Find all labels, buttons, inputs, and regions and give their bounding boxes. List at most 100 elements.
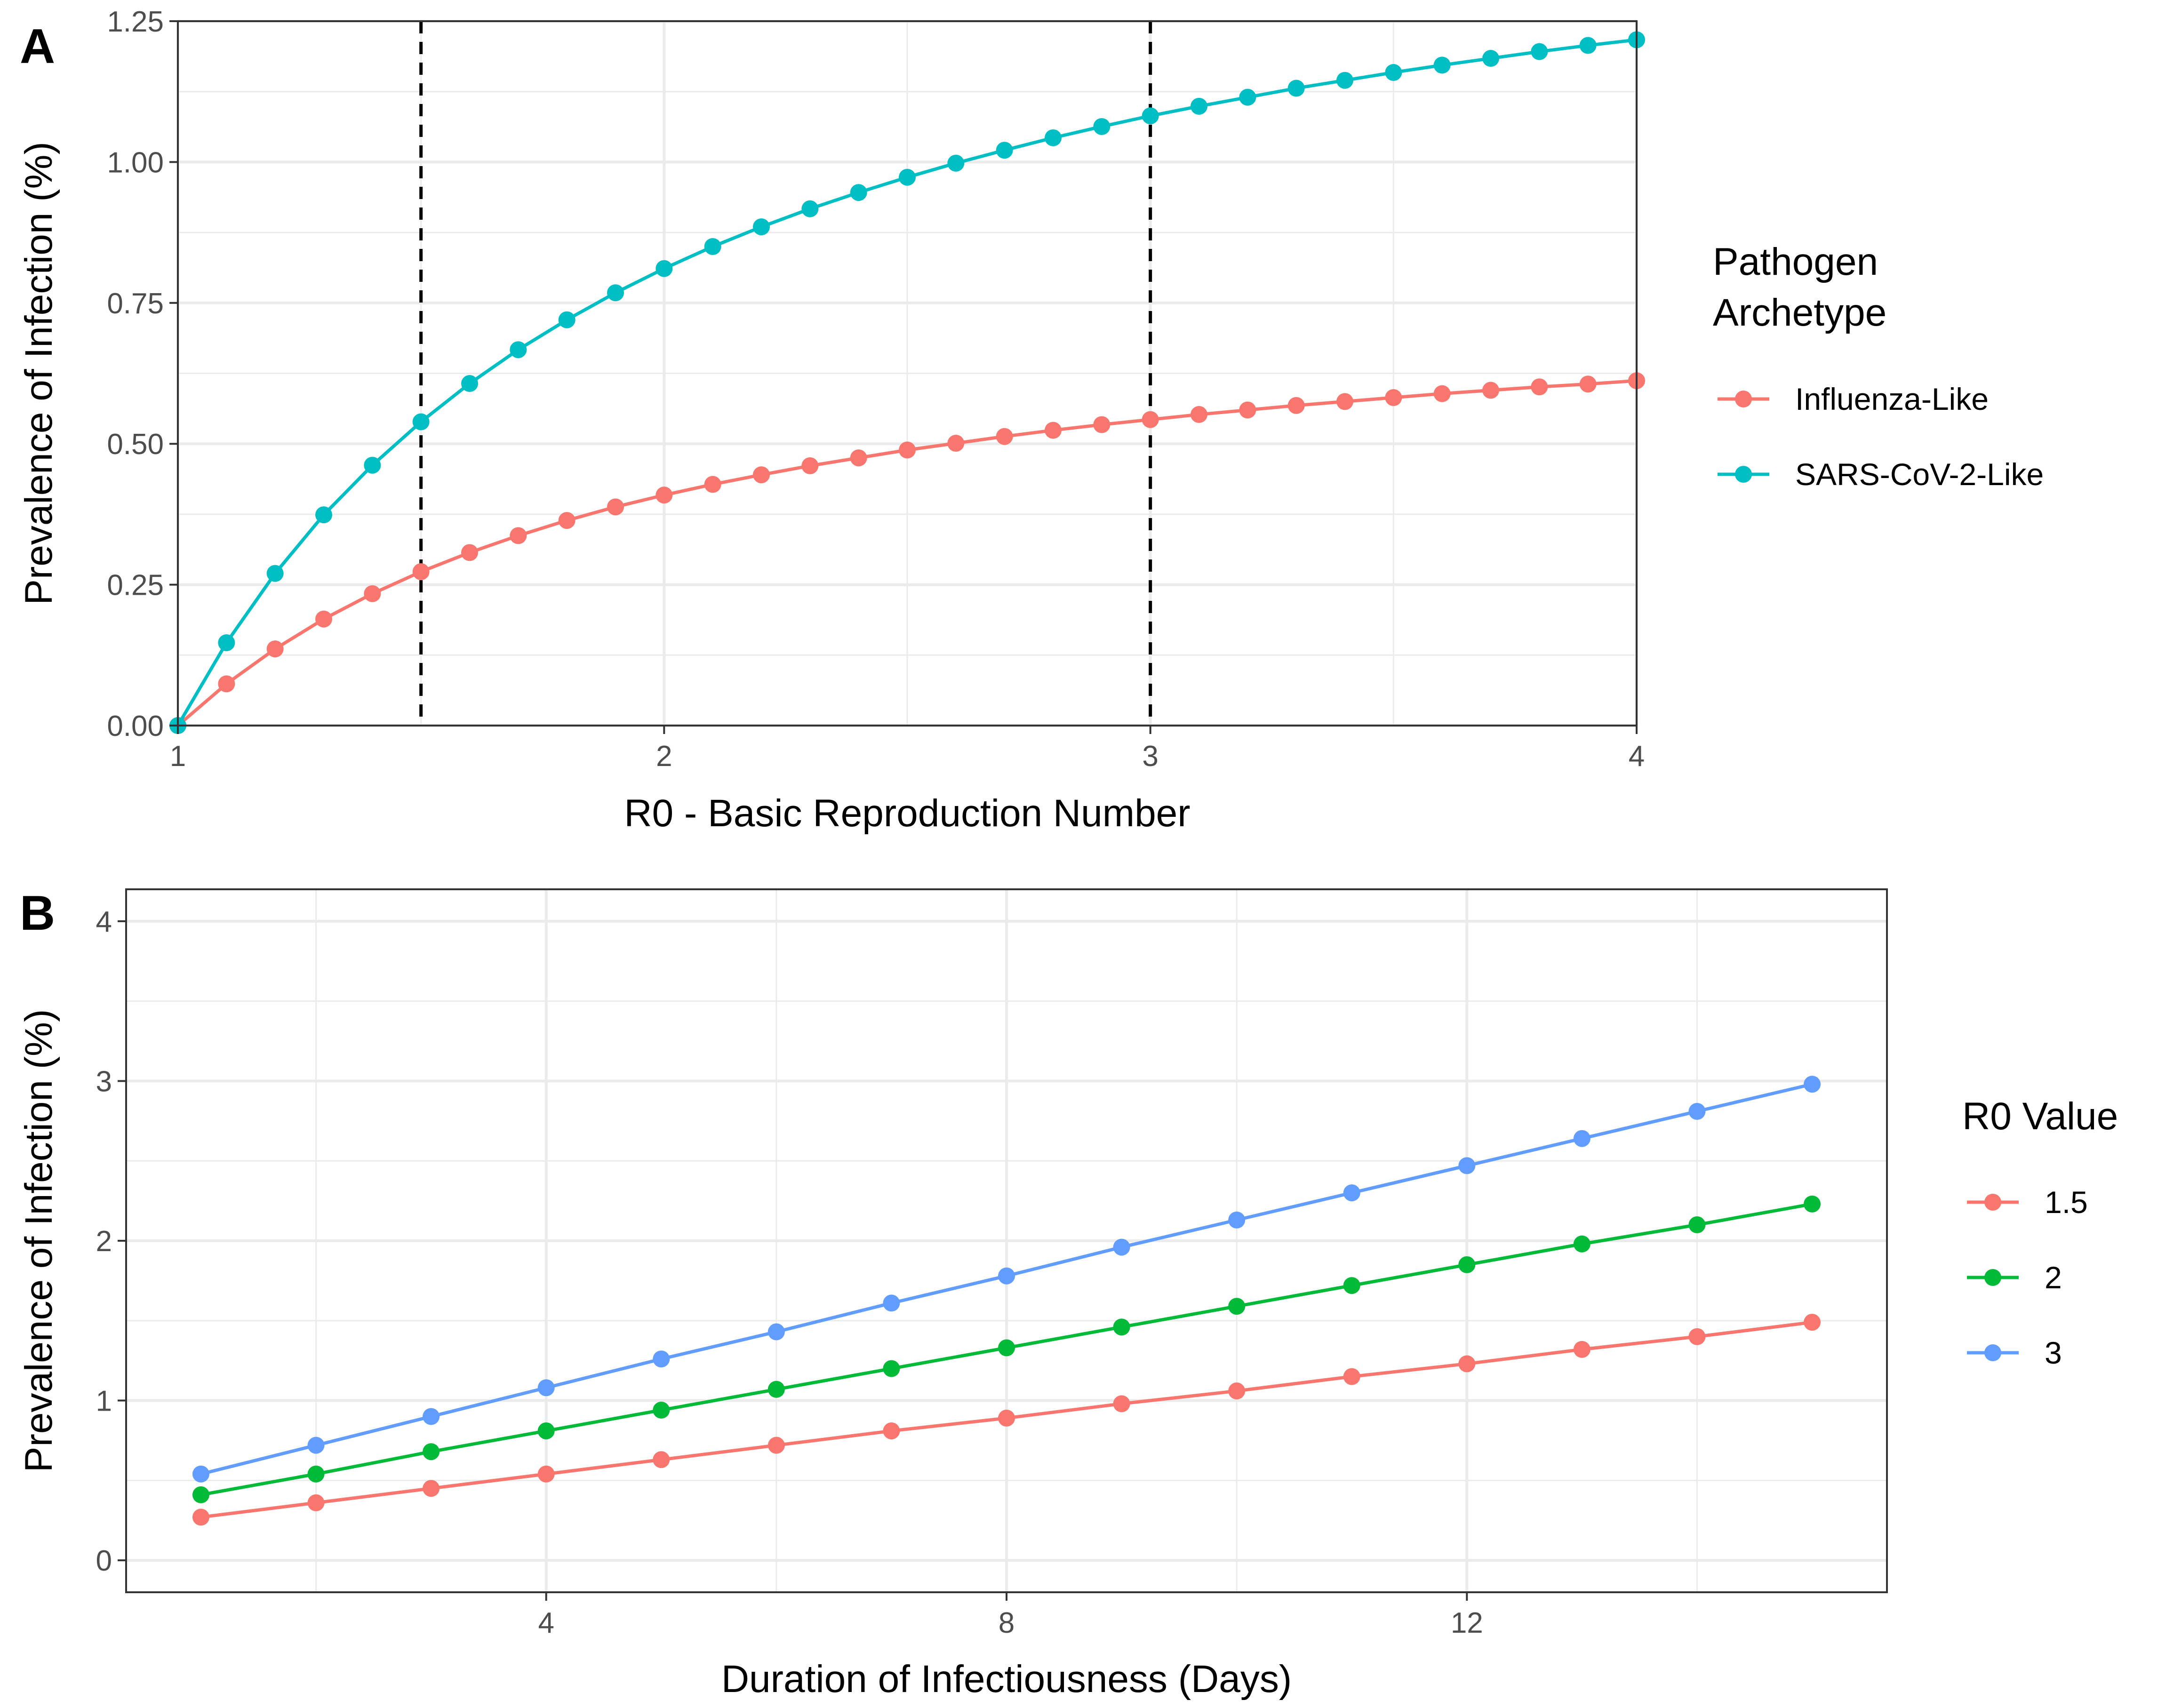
data-point-series-0 bbox=[1688, 1328, 1706, 1345]
data-point-series-1 bbox=[1191, 97, 1207, 115]
data-point-series-2 bbox=[653, 1350, 670, 1368]
data-point-series-1 bbox=[655, 260, 673, 277]
data-point-series-1 bbox=[1804, 1195, 1821, 1213]
legend-key-point bbox=[1984, 1344, 2001, 1361]
data-point-series-1 bbox=[1458, 1256, 1476, 1273]
data-point-series-1 bbox=[850, 184, 867, 201]
data-point-series-0 bbox=[1531, 378, 1548, 396]
x-axis-title: R0 - Basic Reproduction Number bbox=[624, 792, 1190, 835]
y-tick-label: 0.75 bbox=[107, 287, 164, 320]
data-point-series-1 bbox=[704, 238, 721, 255]
x-axis-title: Duration of Infectiousness (Days) bbox=[721, 1658, 1292, 1700]
legend-label: Influenza-Like bbox=[1795, 382, 1989, 416]
y-tick-label: 0.25 bbox=[107, 569, 164, 602]
data-point-series-0 bbox=[1804, 1314, 1821, 1331]
data-point-series-1 bbox=[1045, 129, 1062, 146]
data-point-series-0 bbox=[753, 466, 770, 484]
data-point-series-0 bbox=[947, 435, 965, 452]
data-point-series-0 bbox=[653, 1451, 670, 1469]
data-point-series-0 bbox=[558, 512, 575, 529]
legend-label: 3 bbox=[2045, 1335, 2062, 1370]
data-point-series-0 bbox=[704, 476, 721, 493]
data-point-series-0 bbox=[218, 675, 235, 693]
y-tick-label: 0 bbox=[96, 1545, 112, 1577]
data-point-series-1 bbox=[1579, 37, 1597, 54]
data-point-series-1 bbox=[1531, 43, 1548, 60]
y-axis-title: Prevalence of Infection (%) bbox=[17, 142, 60, 605]
data-point-series-1 bbox=[801, 200, 819, 217]
data-point-series-1 bbox=[1093, 118, 1111, 135]
plot-border bbox=[177, 20, 1638, 726]
legend-title-line: R0 Value bbox=[1962, 1095, 2118, 1138]
data-point-series-2 bbox=[1458, 1157, 1476, 1174]
data-point-series-1 bbox=[1287, 80, 1305, 97]
data-point-series-0 bbox=[767, 1437, 785, 1454]
data-point-series-0 bbox=[883, 1422, 900, 1440]
data-point-series-2 bbox=[307, 1437, 325, 1454]
data-point-series-0 bbox=[423, 1480, 440, 1497]
legend-key-point bbox=[1735, 391, 1752, 407]
data-point-series-2 bbox=[1343, 1184, 1360, 1202]
panel-a-chart: 1 2 3 4 0.00 0.25 0.50 0.75 1.00 1.25 R0 - Basic R… bbox=[17, 6, 2044, 835]
x-tick-label: 1 bbox=[170, 740, 186, 773]
y-tick-label: 0.50 bbox=[107, 428, 164, 461]
data-point-series-1 bbox=[1573, 1235, 1591, 1253]
data-point-series-0 bbox=[1287, 397, 1305, 414]
data-point-series-0 bbox=[1573, 1341, 1591, 1358]
legend-label: SARS-CoV-2-Like bbox=[1795, 457, 2044, 492]
data-point-series-0 bbox=[412, 563, 430, 581]
data-point-series-1 bbox=[883, 1360, 900, 1377]
data-point-series-0 bbox=[1045, 422, 1062, 439]
legend-title-line: Archetype bbox=[1713, 291, 1886, 334]
data-point-series-2 bbox=[1804, 1076, 1821, 1093]
data-point-series-1 bbox=[753, 218, 770, 236]
data-point-series-0 bbox=[537, 1465, 555, 1483]
data-point-series-0 bbox=[1228, 1382, 1246, 1400]
data-point-series-0 bbox=[1113, 1395, 1130, 1413]
data-point-series-2 bbox=[423, 1408, 440, 1425]
y-tick-label: 0.00 bbox=[107, 710, 164, 742]
y-tick-label: 2 bbox=[96, 1225, 112, 1258]
data-point-series-1 bbox=[510, 341, 527, 359]
data-point-series-0 bbox=[1458, 1355, 1476, 1373]
data-point-series-2 bbox=[1688, 1102, 1706, 1120]
legend-key-point bbox=[1984, 1194, 2001, 1211]
data-point-series-0 bbox=[998, 1409, 1015, 1427]
x-tick-label: 4 bbox=[538, 1607, 554, 1639]
data-point-series-1 bbox=[537, 1422, 555, 1440]
data-point-series-1 bbox=[558, 311, 575, 328]
data-point-series-2 bbox=[192, 1465, 209, 1483]
data-point-series-1 bbox=[412, 413, 430, 431]
data-point-series-1 bbox=[947, 154, 965, 172]
data-point-series-1 bbox=[1228, 1298, 1246, 1315]
data-point-series-0 bbox=[1343, 1368, 1360, 1385]
data-point-series-0 bbox=[1093, 416, 1111, 433]
data-point-series-1 bbox=[607, 284, 624, 302]
x-tick-label: 3 bbox=[1142, 740, 1158, 773]
data-point-series-0 bbox=[899, 441, 916, 459]
data-point-series-1 bbox=[364, 456, 381, 474]
x-tick-label: 8 bbox=[999, 1607, 1015, 1639]
panel-b-label: B bbox=[20, 886, 55, 941]
y-axis-title: Prevalence of Infection (%) bbox=[17, 1009, 60, 1472]
data-point-series-1 bbox=[1336, 72, 1353, 89]
data-point-series-1 bbox=[899, 168, 916, 186]
legend-title-line: Pathogen bbox=[1713, 240, 1878, 283]
data-point-series-2 bbox=[767, 1323, 785, 1341]
y-tick-label: 1.00 bbox=[107, 146, 164, 179]
data-point-series-0 bbox=[1433, 385, 1451, 402]
data-point-series-1 bbox=[998, 1339, 1015, 1357]
data-point-series-0 bbox=[461, 544, 478, 561]
data-point-series-2 bbox=[1228, 1211, 1246, 1229]
data-point-series-0 bbox=[192, 1508, 209, 1526]
data-point-series-2 bbox=[883, 1294, 900, 1312]
y-tick-label: 4 bbox=[96, 906, 112, 938]
data-point-series-1 bbox=[307, 1465, 325, 1483]
data-point-series-2 bbox=[1573, 1130, 1591, 1147]
data-point-series-1 bbox=[218, 634, 235, 651]
y-tick-label: 3 bbox=[96, 1065, 112, 1098]
data-point-series-0 bbox=[996, 428, 1013, 445]
data-point-series-0 bbox=[364, 585, 381, 602]
data-point-series-0 bbox=[607, 498, 624, 516]
